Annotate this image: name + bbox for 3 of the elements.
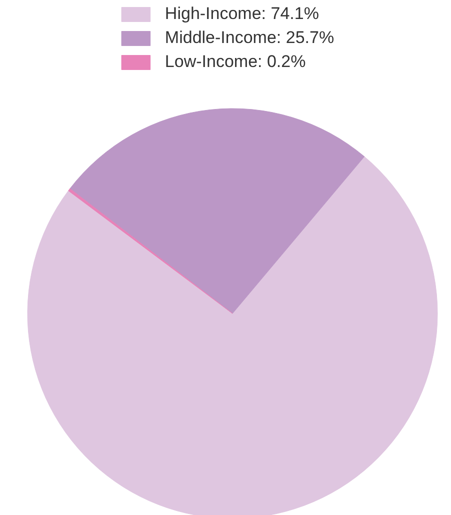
legend-label: Low-Income: 0.2%: [164, 52, 306, 72]
legend-label: Middle-Income: 25.7%: [164, 28, 334, 48]
legend-label: High-Income: 74.1%: [164, 4, 319, 24]
